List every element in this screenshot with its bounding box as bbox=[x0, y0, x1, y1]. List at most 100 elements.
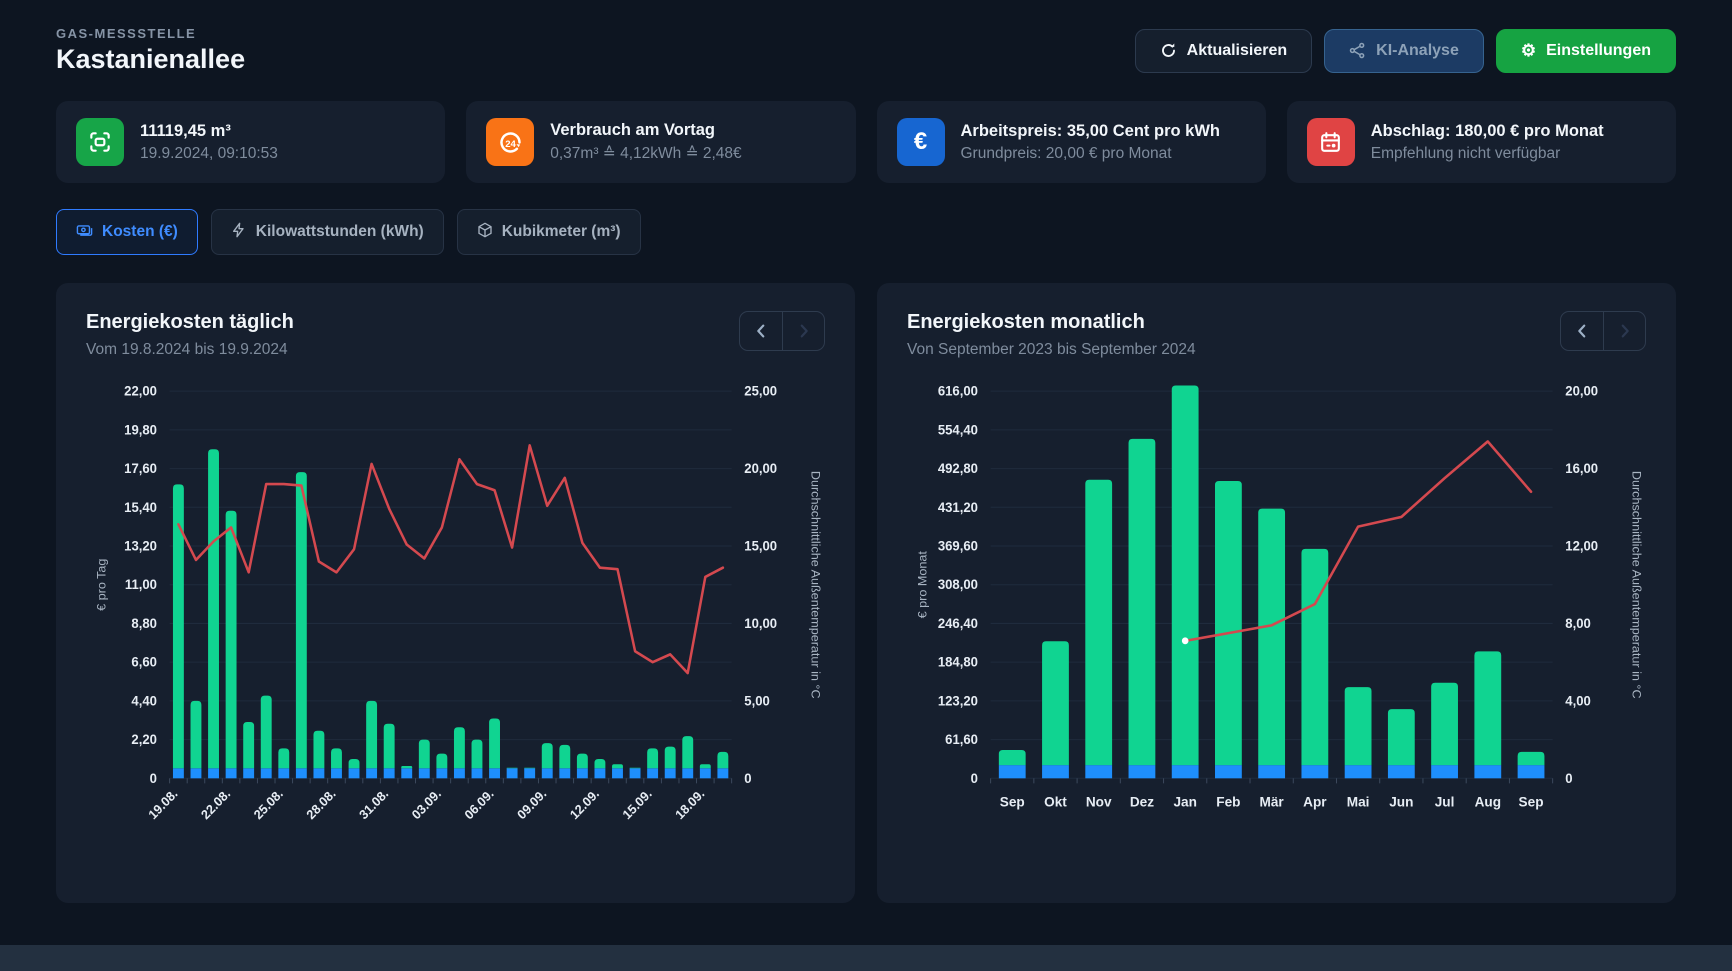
settings-button[interactable]: ⚙ Einstellungen bbox=[1495, 28, 1676, 73]
svg-text:369,60: 369,60 bbox=[938, 538, 978, 553]
daily-prev-button[interactable] bbox=[740, 312, 782, 350]
svg-text:11,00: 11,00 bbox=[125, 577, 157, 592]
svg-text:31.08.: 31.08. bbox=[356, 786, 391, 823]
svg-text:03.09.: 03.09. bbox=[409, 786, 444, 823]
gear-icon: ⚙ bbox=[1520, 41, 1537, 60]
svg-text:Nov: Nov bbox=[1086, 793, 1112, 809]
svg-text:554,40: 554,40 bbox=[938, 422, 978, 437]
chevron-right-icon bbox=[1621, 324, 1629, 338]
svg-text:Sep: Sep bbox=[1000, 793, 1025, 809]
svg-text:16,00: 16,00 bbox=[1565, 461, 1598, 476]
monthly-next-button[interactable] bbox=[1603, 312, 1645, 350]
monthly-chart-subtitle: Von September 2023 bis September 2024 bbox=[907, 341, 1196, 358]
stat-cards-row: 11119,45 m³ 19.9.2024, 09:10:53 24 Verbr… bbox=[56, 101, 1676, 183]
stat-card-texts: 11119,45 m³ 19.9.2024, 09:10:53 bbox=[140, 122, 278, 163]
tab-kosten-label: Kosten (€) bbox=[102, 223, 178, 240]
meter-scan-icon bbox=[76, 118, 124, 166]
page-title: Kastanienallee bbox=[56, 44, 246, 74]
title-block: GAS-MESSSTELLE Kastanienallee bbox=[56, 26, 245, 75]
svg-text:18.09.: 18.09. bbox=[672, 786, 707, 823]
stat-card-texts: Arbeitspreis: 35,00 Cent pro kWh Grundpr… bbox=[961, 122, 1220, 163]
yesterday-consumption-value: 0,37m³ ≙ 4,12kWh ≙ 2,48€ bbox=[550, 145, 742, 162]
svg-text:Jan: Jan bbox=[1173, 793, 1196, 809]
chevron-left-icon bbox=[1578, 324, 1586, 338]
bolt-icon bbox=[231, 222, 247, 243]
tab-kosten[interactable]: Kosten (€) bbox=[56, 209, 198, 255]
monthly-chart-plot[interactable]: 0 61,60 123,20 184,80 246,40 308,00 369,60 431,… bbox=[907, 375, 1646, 863]
refresh-button-label: Aktualisieren bbox=[1186, 41, 1288, 59]
svg-text:308,00: 308,00 bbox=[938, 577, 978, 592]
refresh-icon bbox=[1160, 42, 1177, 59]
cube-icon bbox=[477, 222, 493, 243]
work-price-value: Arbeitspreis: 35,00 Cent pro kWh bbox=[960, 121, 1220, 140]
installment-recommendation: Empfehlung nicht verfügbar bbox=[1370, 144, 1561, 162]
svg-text:Dez: Dez bbox=[1130, 793, 1154, 809]
daily-chart-header: Energiekosten täglich Vom 19.8.2024 bis … bbox=[86, 311, 825, 359]
svg-text:13,20: 13,20 bbox=[124, 538, 157, 553]
svg-text:25.08.: 25.08. bbox=[251, 786, 286, 823]
daily-chart-subtitle: Vom 19.8.2024 bis 19.9.2024 bbox=[86, 341, 288, 358]
tab-kilowattstunden[interactable]: Kilowattstunden (kWh) bbox=[210, 209, 444, 255]
svg-text:20,00: 20,00 bbox=[1565, 383, 1598, 398]
svg-text:Aug: Aug bbox=[1475, 793, 1501, 809]
svg-text:€ pro Monat: € pro Monat bbox=[916, 551, 930, 619]
yesterday-consumption-title: Verbrauch am Vortag bbox=[550, 121, 716, 139]
stat-card-texts: Abschlag: 180,00 € pro Monat Empfehlung … bbox=[1371, 122, 1604, 163]
meter-reading-value: 11119,45 m³ bbox=[140, 121, 231, 140]
chevron-right-icon bbox=[800, 324, 808, 338]
svg-text:4,40: 4,40 bbox=[131, 693, 157, 708]
svg-text:61,60: 61,60 bbox=[945, 732, 978, 747]
daily-chart-titles: Energiekosten täglich Vom 19.8.2024 bis … bbox=[86, 311, 294, 359]
svg-text:Durchschnittliche Außentempera: Durchschnittliche Außentemperatur in °C bbox=[808, 471, 822, 699]
svg-text:10,00: 10,00 bbox=[744, 616, 777, 631]
settings-button-label: Einstellungen bbox=[1546, 41, 1651, 59]
stat-card-price: € Arbeitspreis: 35,00 Cent pro kWh Grund… bbox=[876, 101, 1266, 183]
refresh-24h-icon: 24 bbox=[486, 118, 535, 166]
monthly-chart-titles: Energiekosten monatlich Von September 20… bbox=[907, 311, 1196, 359]
ki-analyse-button[interactable]: KI-Analyse bbox=[1324, 28, 1484, 73]
svg-text:Durchschnittliche Außentempera: Durchschnittliche Außentemperatur in °C bbox=[1629, 471, 1643, 699]
daily-chart-plot[interactable]: 0 2,20 4,40 6,60 8,80 11,00 13,20 15,40 17,60 19,… bbox=[86, 375, 825, 863]
euro-icon: € bbox=[896, 118, 945, 166]
svg-text:0: 0 bbox=[1565, 771, 1572, 786]
svg-text:25,00: 25,00 bbox=[744, 383, 777, 398]
daily-chart-title: Energiekosten täglich bbox=[86, 311, 294, 333]
header: GAS-MESSSTELLE Kastanienallee Aktualisie… bbox=[56, 26, 1676, 75]
svg-text:24: 24 bbox=[505, 139, 516, 150]
svg-text:09.09.: 09.09. bbox=[514, 786, 549, 823]
svg-text:184,80: 184,80 bbox=[938, 654, 978, 669]
svg-text:Mär: Mär bbox=[1260, 793, 1285, 809]
monthly-chart-nav bbox=[1560, 311, 1646, 351]
tab-kubikmeter[interactable]: Kubikmeter (m³) bbox=[456, 209, 641, 255]
svg-text:Apr: Apr bbox=[1303, 793, 1327, 809]
svg-text:Feb: Feb bbox=[1216, 793, 1240, 809]
svg-text:22.08.: 22.08. bbox=[198, 786, 233, 823]
banknote-icon bbox=[76, 221, 93, 243]
monthly-cost-chart-card: Energiekosten monatlich Von September 20… bbox=[877, 283, 1676, 903]
svg-text:12,00: 12,00 bbox=[1565, 538, 1598, 553]
svg-text:Jul: Jul bbox=[1435, 793, 1455, 809]
svg-text:0: 0 bbox=[744, 771, 751, 786]
ai-network-icon bbox=[1349, 42, 1366, 59]
svg-text:22,00: 22,00 bbox=[124, 383, 157, 398]
monthly-chart-header: Energiekosten monatlich Von September 20… bbox=[907, 311, 1646, 359]
svg-text:0: 0 bbox=[971, 771, 978, 786]
unit-tabs: Kosten (€) Kilowattstunden (kWh) Kubikme… bbox=[56, 209, 1676, 255]
charts-row: Energiekosten täglich Vom 19.8.2024 bis … bbox=[56, 283, 1676, 903]
svg-text:123,20: 123,20 bbox=[938, 693, 978, 708]
svg-text:5,00: 5,00 bbox=[744, 693, 770, 708]
base-price-value: Grundpreis: 20,00 € pro Monat bbox=[960, 144, 1172, 162]
svg-text:19,80: 19,80 bbox=[124, 422, 157, 437]
svg-text:8,80: 8,80 bbox=[131, 616, 157, 631]
footer-strip bbox=[0, 945, 1732, 971]
refresh-button[interactable]: Aktualisieren bbox=[1134, 28, 1313, 73]
svg-text:4,00: 4,00 bbox=[1565, 693, 1591, 708]
svg-text:Okt: Okt bbox=[1044, 793, 1067, 809]
calendar-icon bbox=[1306, 118, 1355, 166]
daily-next-button[interactable] bbox=[782, 312, 824, 350]
tab-kilowattstunden-label: Kilowattstunden (kWh) bbox=[255, 223, 424, 240]
svg-text:28.08.: 28.08. bbox=[303, 786, 338, 823]
monthly-prev-button[interactable] bbox=[1561, 312, 1603, 350]
svg-text:15.09.: 15.09. bbox=[619, 786, 654, 823]
